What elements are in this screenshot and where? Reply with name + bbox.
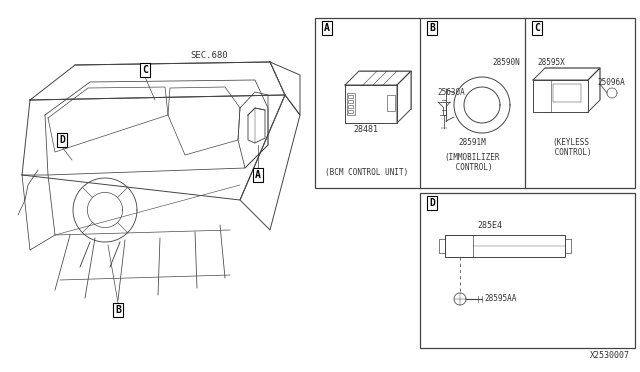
Bar xyxy=(565,239,571,253)
Bar xyxy=(348,110,353,113)
Text: A: A xyxy=(324,23,330,33)
Bar xyxy=(445,235,565,257)
Text: (BCM CONTROL UNIT): (BCM CONTROL UNIT) xyxy=(325,168,408,177)
Bar xyxy=(315,18,635,188)
Bar xyxy=(553,84,581,102)
Bar xyxy=(348,100,353,103)
Bar xyxy=(420,193,635,348)
Bar xyxy=(533,80,588,112)
Text: D: D xyxy=(59,135,65,145)
Bar xyxy=(445,235,473,257)
Text: 28590N: 28590N xyxy=(492,58,520,67)
Bar xyxy=(348,95,353,98)
Bar xyxy=(348,105,353,108)
Text: C: C xyxy=(142,65,148,75)
Text: (KEYLESS: (KEYLESS xyxy=(552,138,589,147)
Text: SEC.680: SEC.680 xyxy=(190,51,228,60)
Bar xyxy=(387,95,395,111)
Text: 25096A: 25096A xyxy=(597,78,625,87)
Text: 28481: 28481 xyxy=(353,125,378,134)
Text: C: C xyxy=(534,23,540,33)
Text: D: D xyxy=(429,198,435,208)
Text: (IMMOBILIZER: (IMMOBILIZER xyxy=(444,153,500,162)
Text: 28595AA: 28595AA xyxy=(484,294,516,303)
Bar xyxy=(347,93,355,115)
Text: 28591M: 28591M xyxy=(458,138,486,147)
Bar xyxy=(439,239,445,253)
Text: 285E4: 285E4 xyxy=(477,221,502,230)
Text: CONTROL): CONTROL) xyxy=(550,148,592,157)
Bar xyxy=(345,85,397,123)
Text: 25630A: 25630A xyxy=(437,88,465,97)
Text: B: B xyxy=(115,305,121,315)
Text: B: B xyxy=(429,23,435,33)
Text: X2530007: X2530007 xyxy=(590,351,630,360)
Text: A: A xyxy=(255,170,261,180)
Text: CONTROL): CONTROL) xyxy=(451,163,493,172)
Text: 28595X: 28595X xyxy=(537,58,564,67)
